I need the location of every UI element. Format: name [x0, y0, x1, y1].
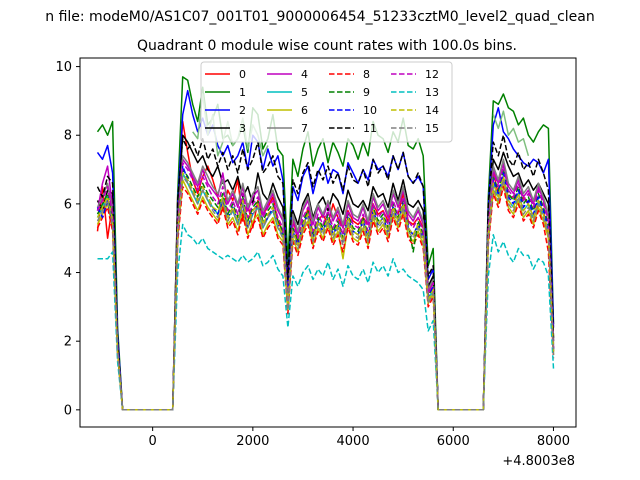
x-tick-label: 6000 [437, 434, 470, 449]
legend-label: 15 [425, 122, 439, 135]
legend-label: 14 [425, 104, 439, 117]
x-tick-label: 0 [149, 434, 157, 449]
chart-title: Quadrant 0 module wise count rates with … [137, 38, 517, 54]
y-tick-label: 6 [64, 197, 72, 212]
y-axis: 0 2 4 6 8 10 [55, 60, 80, 418]
legend-label: 6 [301, 104, 308, 117]
legend-label: 13 [425, 86, 439, 99]
legend-label: 4 [301, 68, 308, 81]
y-tick-label: 2 [64, 335, 72, 350]
x-offset-text: +4.8003e8 [502, 454, 575, 469]
legend-box [200, 61, 453, 143]
x-tick-label: 2000 [236, 434, 269, 449]
legend-label: 10 [363, 104, 377, 117]
legend-label: 8 [363, 68, 370, 81]
legend-label: 5 [301, 86, 308, 99]
legend-label: 11 [363, 122, 377, 135]
legend-label: 0 [239, 68, 246, 81]
y-tick-label: 4 [64, 266, 72, 281]
y-tick-label: 10 [55, 60, 72, 75]
legend-label: 7 [301, 122, 308, 135]
legend-label: 3 [239, 122, 246, 135]
x-axis: 0 2000 4000 6000 8000 [149, 427, 570, 449]
y-tick-label: 8 [64, 129, 72, 144]
legend-label: 9 [363, 86, 370, 99]
figure-suptitle: n file: modeM0/AS1C07_001T01_9000006454_… [45, 9, 594, 25]
legend-label: 1 [239, 86, 246, 99]
legend-label: 2 [239, 104, 246, 117]
legend-label: 12 [425, 68, 439, 81]
y-tick-label: 0 [64, 403, 72, 418]
x-tick-label: 4000 [337, 434, 370, 449]
plot-frame [79, 57, 577, 428]
x-tick-label: 8000 [537, 434, 570, 449]
series-line-15 [96, 175, 555, 411]
